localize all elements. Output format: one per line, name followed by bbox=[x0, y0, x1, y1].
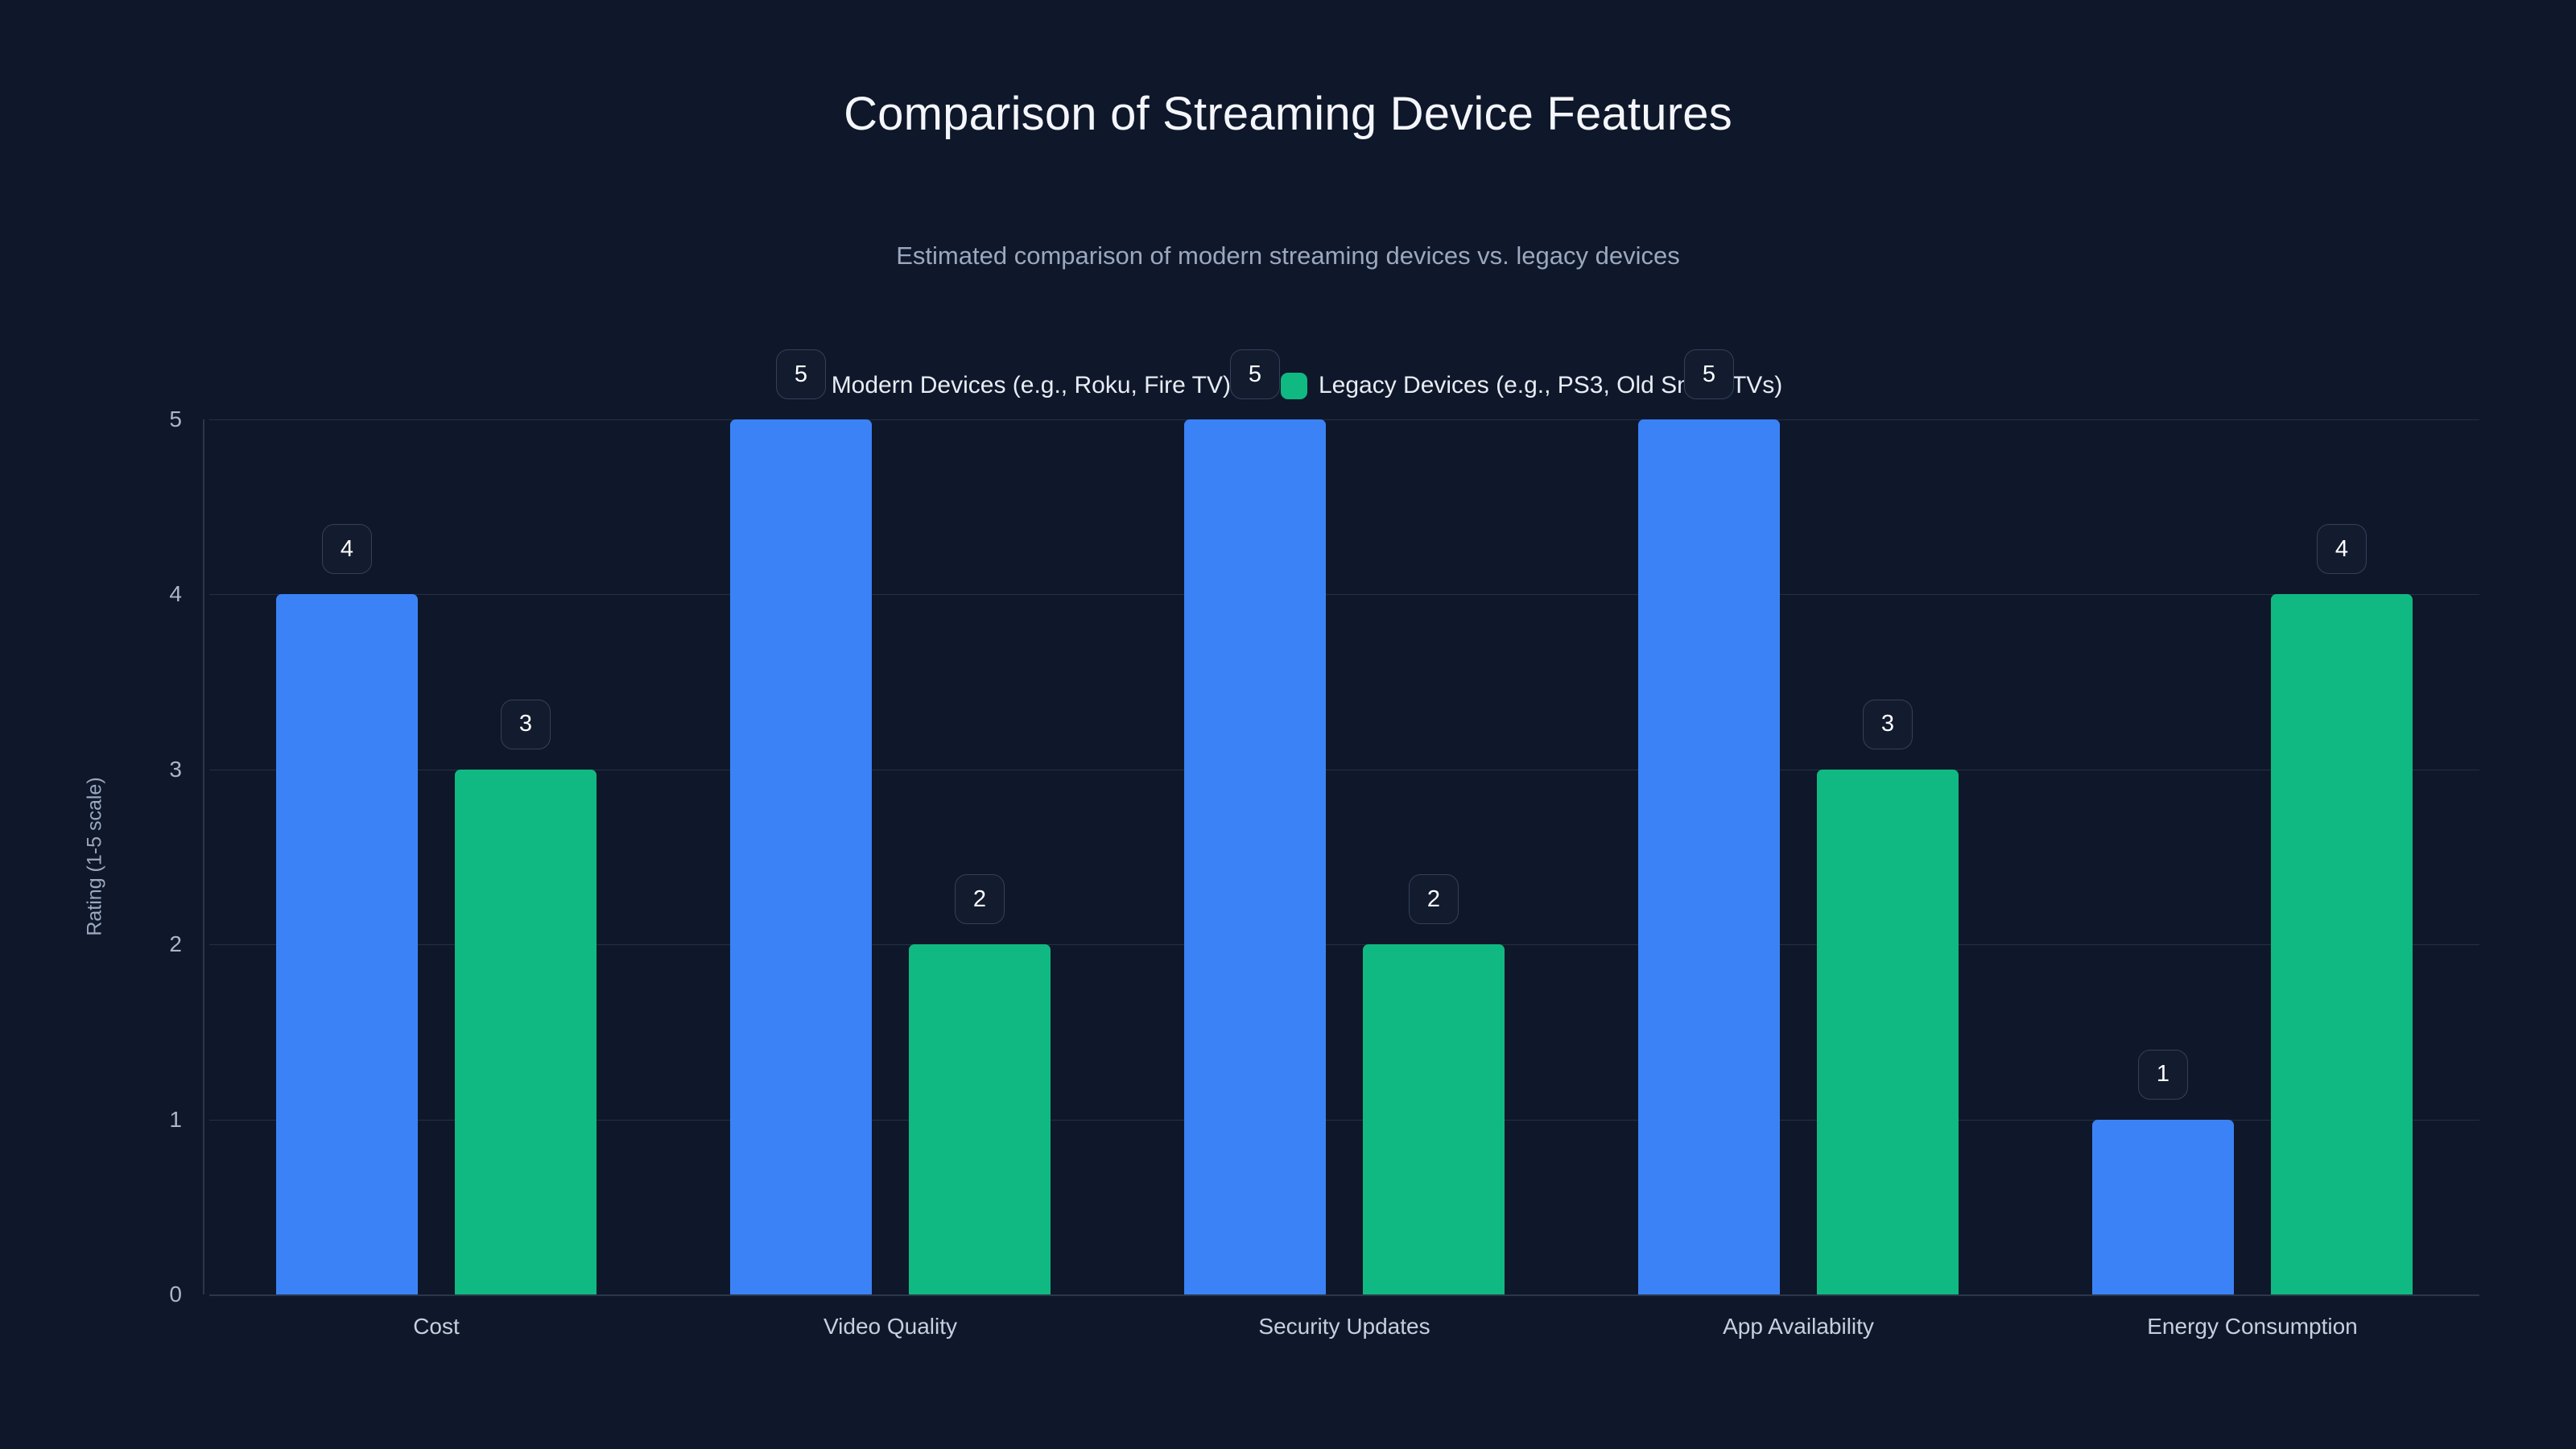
chart-subtitle: Estimated comparison of modern streaming… bbox=[896, 242, 1680, 270]
x-axis-line bbox=[209, 1294, 2479, 1296]
bar-legacy[interactable] bbox=[1817, 769, 1959, 1294]
bar-value-badge: 4 bbox=[2317, 524, 2367, 575]
chart-legend: Modern Devices (e.g., Roku, Fire TV) Leg… bbox=[0, 372, 2576, 399]
bar-legacy[interactable] bbox=[455, 769, 597, 1294]
x-axis-category-labels: Cost Video Quality Security Updates App Ava… bbox=[209, 1314, 2479, 1354]
x-axis-category-label: Cost bbox=[413, 1314, 460, 1339]
y-axis-tick-label: 3 bbox=[169, 756, 182, 782]
y-axis-tick-label: 4 bbox=[169, 581, 182, 607]
bar-legacy[interactable] bbox=[2271, 594, 2413, 1294]
gridline bbox=[209, 1119, 2479, 1121]
bar-value-badge: 4 bbox=[322, 524, 372, 575]
gridline bbox=[209, 944, 2479, 946]
bar-value-badge: 3 bbox=[1863, 699, 1913, 749]
bar-legacy[interactable] bbox=[1363, 944, 1505, 1294]
bar-legacy[interactable] bbox=[909, 944, 1051, 1294]
bar-modern[interactable] bbox=[1638, 419, 1780, 1294]
y-axis-tick-label: 1 bbox=[169, 1106, 182, 1132]
bar-value-badge: 5 bbox=[776, 349, 826, 399]
x-axis-category-label: App Availability bbox=[1723, 1314, 1874, 1339]
x-axis-category-label: Video Quality bbox=[823, 1314, 958, 1339]
y-axis-tick-label: 0 bbox=[169, 1282, 182, 1307]
bar-modern[interactable] bbox=[276, 594, 418, 1294]
legend-label-modern: Modern Devices (e.g., Roku, Fire TV) bbox=[831, 372, 1231, 398]
bar-value-badge: 2 bbox=[955, 874, 1005, 925]
x-axis-category-label: Security Updates bbox=[1258, 1314, 1430, 1339]
y-axis-tick-label: 5 bbox=[169, 407, 182, 431]
bar-value-badge: 5 bbox=[1230, 349, 1280, 399]
bar-value-badge: 2 bbox=[1409, 874, 1459, 925]
y-axis-line bbox=[203, 419, 204, 1294]
bar-modern[interactable] bbox=[730, 419, 872, 1294]
bar-value-badge: 3 bbox=[501, 699, 551, 749]
y-axis-tick-label: 2 bbox=[169, 931, 182, 957]
y-axis-tick-labels: 0 1 2 3 4 5 bbox=[0, 407, 209, 1307]
gridline bbox=[209, 419, 2479, 420]
page-title: Comparison of Streaming Device Features bbox=[844, 88, 1732, 140]
plot-area: 4 3 5 2 5 2 5 3 1 4 bbox=[203, 349, 2479, 1296]
bar-modern[interactable] bbox=[2092, 1119, 2234, 1294]
legend-item-modern[interactable]: Modern Devices (e.g., Roku, Fire TV) bbox=[793, 372, 1231, 399]
bar-value-badge: 5 bbox=[1684, 349, 1734, 399]
bar-value-badge: 1 bbox=[2138, 1049, 2188, 1100]
gridline bbox=[209, 1294, 2479, 1295]
gridline bbox=[209, 594, 2479, 596]
x-axis-category-label: Energy Consumption bbox=[2147, 1314, 2358, 1339]
bar-modern[interactable] bbox=[1184, 419, 1326, 1294]
legend-swatch-legacy-icon bbox=[1280, 372, 1307, 399]
